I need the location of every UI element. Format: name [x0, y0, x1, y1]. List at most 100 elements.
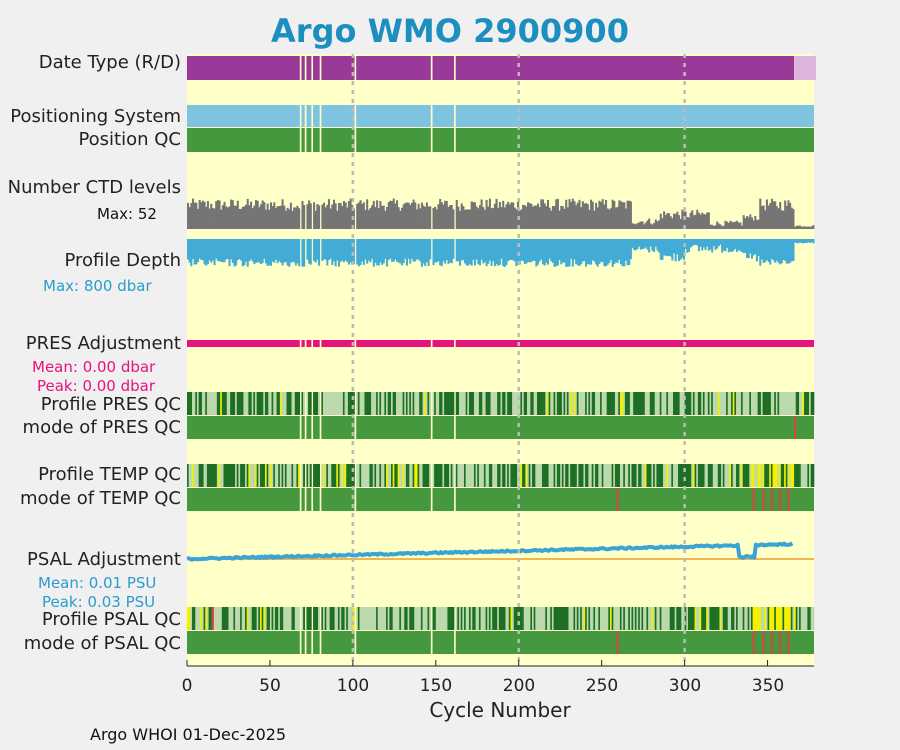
profile-depth-bar — [250, 239, 253, 260]
temp-profile-qc-bar — [294, 464, 297, 487]
temp-profile-qc-bar — [218, 464, 221, 487]
pres-profile-qc-bar — [444, 392, 447, 415]
profile-depth-bar — [702, 239, 705, 248]
profile-depth-bar — [556, 239, 559, 266]
pres-profile-qc-bar — [356, 392, 359, 415]
temp-profile-qc-bar — [669, 464, 672, 487]
ctd-levels-bar — [571, 198, 574, 229]
ctd-levels-bar — [749, 214, 752, 229]
psal-profile-qc-bar — [233, 607, 236, 630]
psal-profile-qc-bar — [397, 607, 400, 630]
psal-profile-qc-bar — [283, 607, 286, 630]
temp-profile-qc-bar — [726, 464, 729, 487]
ctd-levels-bar — [648, 218, 651, 229]
ctd-levels-bar — [686, 217, 689, 229]
temp-profile-qc-bar — [425, 464, 428, 487]
profile-depth-bar — [288, 239, 291, 267]
ctd-levels-bar — [790, 207, 793, 229]
temp-profile-qc-bar — [767, 464, 770, 487]
ctd-levels-bar — [668, 213, 671, 229]
pres-profile-qc-bar — [722, 392, 725, 415]
pres-profile-qc-bar — [264, 392, 267, 415]
temp-profile-qc-bar — [387, 464, 390, 487]
psal-profile-qc-bar — [669, 607, 672, 630]
label-mode-pres-qc: mode of PRES QC — [22, 417, 181, 438]
temp-profile-qc-bar — [284, 464, 287, 487]
psal-profile-qc-bar — [512, 607, 515, 630]
ctd-levels-bar — [739, 222, 742, 229]
psal-profile-qc-bar — [575, 607, 578, 630]
pres-profile-qc-bar — [459, 392, 461, 415]
profile-depth-bar — [376, 239, 379, 266]
pres-profile-qc-bar — [736, 392, 738, 415]
psal-profile-qc-bar — [686, 607, 689, 630]
temp-profile-qc-bar — [478, 464, 481, 487]
psal-profile-qc-bar — [424, 607, 427, 630]
psal-profile-qc-bar — [402, 607, 405, 630]
psal-profile-qc-bar — [490, 607, 493, 630]
ctd-levels-bar — [810, 226, 813, 229]
pres-profile-qc-bar — [286, 392, 289, 415]
positioning-system-bar — [455, 105, 814, 127]
pres-profile-qc-bar — [518, 392, 521, 415]
ctd-levels-bar — [731, 221, 734, 229]
psal-profile-qc-bar — [731, 607, 734, 630]
temp-profile-qc-bar — [243, 464, 246, 487]
psal-profile-qc-bar — [449, 607, 452, 630]
profile-depth-bar — [578, 239, 581, 267]
psal-profile-qc-bar — [767, 607, 770, 630]
position-qc-bar — [301, 128, 305, 152]
ctd-levels-bar — [321, 204, 324, 229]
temp-profile-qc-bar — [288, 464, 291, 487]
date-type-realtime-bar — [321, 56, 355, 80]
psal-profile-qc-bar — [533, 607, 536, 630]
pres-profile-qc-bar — [389, 392, 392, 415]
temp-profile-qc-bar — [656, 464, 659, 487]
psal-profile-qc-bar — [351, 607, 354, 630]
profile-depth-bar — [258, 239, 261, 263]
pres-profile-qc-bar — [273, 392, 276, 415]
profile-depth-bar — [749, 239, 752, 254]
psal-profile-qc-bar — [472, 607, 475, 630]
psal-profile-qc-bar — [618, 607, 621, 630]
pres-adjustment-line — [455, 340, 814, 347]
profile-depth-bar — [772, 239, 775, 261]
position-qc-bar — [313, 128, 320, 152]
profile-depth-bar — [694, 239, 697, 245]
temp-profile-qc-bar — [434, 464, 437, 487]
profile-depth-bar — [291, 239, 294, 262]
psal-profile-qc-bar — [609, 607, 612, 630]
profile-depth-bar — [447, 239, 450, 264]
ctd-levels-bar — [598, 200, 601, 229]
pres-profile-qc-bar — [600, 392, 602, 415]
pres-profile-qc-bar — [545, 392, 548, 415]
temp-profile-qc-bar — [717, 464, 720, 487]
psal-profile-qc-bar — [364, 607, 367, 630]
pres-profile-qc-bar — [737, 392, 740, 415]
profile-depth-bar — [663, 239, 666, 256]
temp-profile-qc-bar — [729, 464, 732, 487]
temp-profile-qc-bar — [747, 464, 750, 487]
profile-depth-bar — [251, 239, 254, 262]
psal-profile-qc-bar — [789, 607, 792, 630]
temp-profile-qc-bar — [323, 464, 325, 487]
pres-profile-qc-bar — [724, 392, 727, 415]
ctd-levels-bar — [253, 205, 256, 229]
profile-depth-bar — [490, 239, 493, 266]
ctd-levels-bar — [605, 199, 608, 229]
pres-profile-qc-bar — [462, 392, 465, 415]
ctd-levels-bar — [208, 208, 211, 229]
temp-profile-qc-bar — [770, 464, 773, 487]
psal-profile-qc-bar — [210, 607, 213, 630]
ctd-levels-bar — [289, 202, 292, 229]
temp-profile-qc-bar — [215, 464, 218, 487]
profile-depth-bar — [716, 239, 719, 249]
ctd-levels-bar — [327, 199, 331, 229]
pres-profile-qc-bar — [586, 392, 589, 415]
pres-profile-qc-bar — [706, 392, 709, 415]
temp-profile-qc-bar — [314, 464, 317, 487]
pres-profile-qc-bar — [424, 392, 427, 415]
temp-profile-qc-bar — [462, 464, 465, 487]
profile-depth-bar — [351, 239, 354, 265]
temp-profile-qc-bar — [391, 464, 393, 487]
